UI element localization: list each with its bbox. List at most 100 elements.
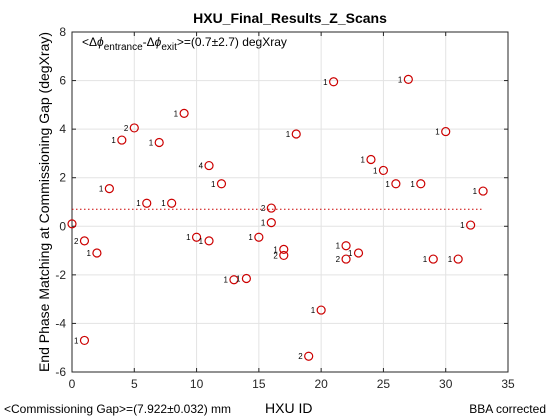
point-count-label: 1 [99, 185, 104, 194]
annotation-phi-entrance: ϕ [97, 35, 104, 49]
y-tick-label: 4 [59, 122, 66, 136]
point-count-label: 1 [361, 156, 366, 165]
data-point [291, 129, 301, 139]
data-point [266, 203, 276, 213]
point-count-label: 1 [336, 242, 341, 251]
point-count-label: 1 [136, 199, 141, 208]
point-count-label: 1 [161, 199, 166, 208]
data-point [79, 236, 90, 246]
data-point [142, 198, 152, 208]
x-tick-label: 0 [69, 377, 76, 391]
point-count-label: 4 [199, 162, 204, 171]
point-count-label: 1 [199, 237, 204, 246]
annotation-suffix: >=(0.7±2.7) degXray [177, 35, 287, 49]
annotation-subscript-exit: exit [161, 42, 177, 53]
annotation-subscript-entrance: entrance [104, 42, 143, 53]
data-point [104, 184, 114, 194]
data-point [167, 198, 177, 208]
x-tick-label: 20 [314, 377, 328, 391]
point-count-label: 1 [223, 276, 228, 285]
bba-corrected-note: BBA corrected [469, 402, 546, 416]
point-count-label: 1 [448, 255, 453, 264]
data-point [79, 335, 90, 346]
point-count-label: 1 [86, 249, 91, 258]
point-count-label: 1 [111, 136, 116, 145]
point-count-label: 1 [149, 139, 154, 148]
y-axis-label: End Phase Matching at Commissioning Gap … [36, 32, 52, 372]
point-count-label: 1 [423, 255, 428, 264]
data-point [478, 186, 488, 196]
data-point [92, 248, 102, 258]
point-count-label: 1 [286, 130, 291, 139]
point-count-label: 1 [248, 233, 253, 242]
point-count-label: 2 [261, 204, 266, 213]
point-count-label: 1 [473, 187, 478, 196]
data-point [416, 179, 426, 189]
data-point [216, 179, 227, 189]
y-tick-label: 6 [59, 74, 66, 88]
data-point [341, 254, 351, 264]
data-point [191, 232, 202, 242]
data-point [279, 250, 289, 261]
data-point [466, 220, 476, 230]
point-count-label: 1 [323, 78, 328, 87]
point-count-label: 1 [435, 128, 440, 137]
commissioning-gap-note: <Commissioning Gap>=(7.922±0.032) mm [4, 402, 232, 416]
point-count-label: 2 [273, 251, 278, 260]
annotation-mid: -Δ [143, 35, 155, 49]
data-point [316, 305, 326, 315]
y-tick-label: -2 [55, 268, 66, 282]
data-point [366, 154, 376, 165]
point-count-label: 1 [460, 221, 465, 230]
x-tick-label: 30 [439, 377, 453, 391]
data-point [453, 254, 463, 264]
x-tick-label: 5 [131, 377, 138, 391]
point-count-label: 1 [348, 249, 353, 258]
point-count-label: 1 [273, 245, 278, 254]
x-tick-label: 15 [252, 377, 266, 391]
data-point [204, 236, 214, 246]
data-point [129, 123, 139, 133]
y-tick-label: -4 [55, 316, 66, 330]
point-count-label: 1 [261, 219, 266, 228]
data-point [391, 179, 401, 189]
x-axis-label: HXU ID [265, 400, 313, 416]
data-point [353, 248, 364, 258]
data-point [204, 160, 214, 171]
data-point [241, 273, 251, 284]
point-count-label: 2 [336, 255, 341, 264]
x-tick-label: 25 [377, 377, 391, 391]
x-tick-label: 35 [501, 377, 515, 391]
data-point [403, 74, 413, 84]
data-point [154, 137, 164, 148]
point-count-label: 2 [124, 124, 129, 133]
x-tick-label: 10 [190, 377, 204, 391]
data-point [117, 135, 127, 145]
data-point [378, 165, 389, 176]
point-count-label: 1 [186, 233, 191, 242]
data-point [279, 244, 289, 254]
data-point [229, 275, 239, 285]
point-count-label: 1 [174, 109, 179, 118]
data-point [341, 241, 351, 251]
data-point [254, 232, 264, 242]
y-tick-label: 8 [59, 25, 66, 39]
data-point [428, 254, 438, 264]
plot-area [72, 32, 508, 372]
data-point [304, 351, 314, 361]
point-count-label: 1 [211, 180, 216, 189]
data-point [329, 77, 339, 87]
point-count-label: 2 [74, 237, 79, 246]
y-tick-label: 2 [59, 171, 66, 185]
point-count-label: 1 [373, 166, 378, 175]
y-tick-label: -6 [55, 365, 66, 379]
axes-box [71, 31, 509, 373]
point-count-label: 1 [385, 180, 390, 189]
data-point [441, 126, 451, 137]
phase-difference-annotation: <Δϕentrance-Δϕexit>=(0.7±2.7) degXray [82, 35, 287, 53]
point-count-label: 1 [311, 306, 316, 315]
annotation-prefix: <Δ [82, 35, 97, 49]
point-count-label: 2 [298, 352, 303, 361]
data-point [67, 219, 77, 229]
